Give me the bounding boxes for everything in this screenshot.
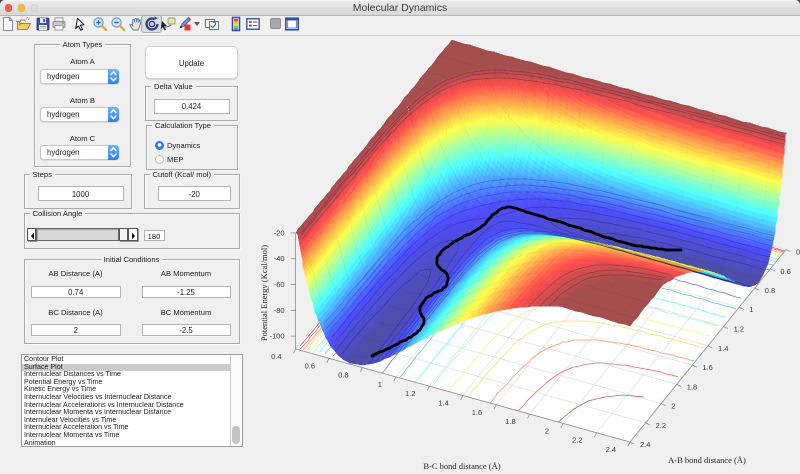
svg-text:-40: -40 <box>274 254 285 263</box>
svg-text:Potential Energy (Kcal/mol): Potential Energy (Kcal/mol) <box>259 245 269 341</box>
svg-text:-100: -100 <box>270 332 285 341</box>
svg-text:1: 1 <box>378 380 382 389</box>
svg-text:2: 2 <box>671 402 675 411</box>
svg-text:0.4: 0.4 <box>271 352 281 361</box>
svg-text:A-B bond distance (Å): A-B bond distance (Å) <box>668 455 746 465</box>
svg-text:1.4: 1.4 <box>718 344 728 353</box>
svg-text:0.6: 0.6 <box>305 361 315 370</box>
svg-text:0.8: 0.8 <box>338 371 348 380</box>
svg-text:1.6: 1.6 <box>472 408 482 417</box>
svg-text:2.2: 2.2 <box>656 421 666 430</box>
svg-text:1.6: 1.6 <box>702 363 712 372</box>
svg-text:1.8: 1.8 <box>687 382 697 391</box>
svg-text:-80: -80 <box>274 306 285 315</box>
svg-text:1: 1 <box>749 305 753 314</box>
svg-text:2.2: 2.2 <box>572 436 582 445</box>
svg-text:1.2: 1.2 <box>405 389 415 398</box>
svg-text:1.4: 1.4 <box>438 399 448 408</box>
svg-text:2.4: 2.4 <box>640 440 650 449</box>
svg-text:B-C bond distance (Å): B-C bond distance (Å) <box>423 461 500 471</box>
svg-text:-20: -20 <box>274 228 285 237</box>
svg-text:2.4: 2.4 <box>606 445 616 454</box>
svg-text:-60: -60 <box>274 280 285 289</box>
svg-text:0.8: 0.8 <box>765 286 775 295</box>
svg-text:1.2: 1.2 <box>734 325 744 334</box>
svg-text:0.4: 0.4 <box>796 248 800 257</box>
svg-text:0.6: 0.6 <box>780 267 790 276</box>
svg-text:1.8: 1.8 <box>505 417 515 426</box>
svg-text:2: 2 <box>545 426 549 435</box>
